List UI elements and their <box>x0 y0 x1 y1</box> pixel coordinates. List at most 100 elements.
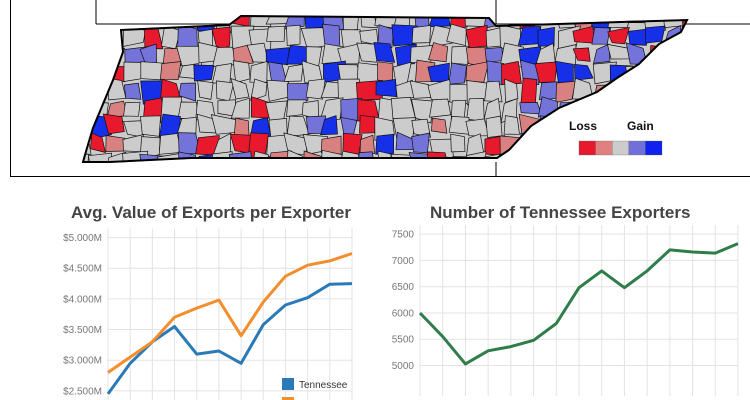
county-region <box>377 24 395 49</box>
county-region <box>648 77 668 101</box>
county-region <box>518 150 545 162</box>
county-region <box>83 42 92 69</box>
y-tick-label: $4.000M <box>63 294 102 305</box>
county-region <box>649 45 668 65</box>
y-tick-label: $5.000M <box>63 233 102 244</box>
county-region <box>520 77 538 104</box>
county-region <box>501 60 522 85</box>
county-region <box>90 23 113 49</box>
county-region <box>661 101 679 122</box>
county-region <box>89 44 106 62</box>
legend-swatch <box>578 140 596 156</box>
county-region <box>250 78 268 102</box>
county-region <box>123 82 142 100</box>
county-region <box>681 98 687 123</box>
county-region <box>484 47 504 63</box>
map-legend: Loss Gain <box>569 119 663 156</box>
county-region <box>320 149 343 162</box>
county-region <box>662 63 685 88</box>
legend-label-tennessee: Tennessee <box>299 380 348 391</box>
county-region <box>411 98 435 124</box>
county-region <box>662 16 684 28</box>
exports-value-chart-title: Avg. Value of Exports per Exporter <box>71 203 351 222</box>
county-region <box>662 80 683 107</box>
county-region <box>665 118 681 137</box>
county-region <box>377 150 393 162</box>
county-region <box>232 44 254 66</box>
county-region <box>504 78 519 103</box>
legend-swatch <box>612 140 629 156</box>
y-tick-label: 5000 <box>392 361 415 372</box>
legend-swatch-tennessee <box>282 378 294 390</box>
county-region <box>159 16 183 30</box>
y-tick-label: 7000 <box>392 256 415 267</box>
county-region <box>286 82 309 104</box>
county-region <box>102 113 125 135</box>
county-region <box>83 78 92 104</box>
county-region <box>590 152 613 162</box>
county-region <box>83 27 88 53</box>
county-region <box>375 133 395 155</box>
county-region <box>140 115 161 137</box>
county-region <box>666 42 680 68</box>
county-region <box>450 45 469 65</box>
county-region <box>680 23 687 49</box>
legend-color-scale <box>578 140 663 156</box>
plot-area <box>108 225 360 400</box>
county-region <box>450 133 466 153</box>
county-region <box>503 115 520 135</box>
county-region <box>266 150 292 162</box>
y-tick-label: $2.500M <box>63 386 102 397</box>
y-tick-label: 6500 <box>392 282 415 293</box>
county-region <box>538 155 557 162</box>
county-region <box>625 65 649 83</box>
county-region <box>286 115 310 137</box>
county-region <box>575 98 597 119</box>
legend-swatch <box>628 140 646 156</box>
county-region <box>485 115 503 138</box>
legend-swatch-second-series <box>282 397 294 400</box>
county-region <box>679 81 687 100</box>
exporters-count-chart-title: Number of Tennessee Exporters <box>430 203 691 222</box>
series-lines <box>106 252 353 395</box>
county-region <box>373 42 396 63</box>
county-region <box>356 151 376 162</box>
county-region <box>140 61 165 81</box>
county-region <box>645 60 667 82</box>
county-region <box>286 149 304 162</box>
county-region <box>228 151 253 162</box>
y-tick-label: 5500 <box>392 335 415 346</box>
county-region <box>319 97 344 122</box>
legend-swatch <box>645 140 663 156</box>
county-region <box>230 97 250 119</box>
county-region <box>178 151 196 162</box>
county-region <box>574 63 594 81</box>
y-tick-label: $4.500M <box>63 264 102 275</box>
county-region <box>449 156 468 162</box>
county-region <box>83 16 90 28</box>
y-tick-label: 6000 <box>392 308 415 319</box>
county-region <box>411 132 430 154</box>
county-region <box>266 25 286 42</box>
state-border <box>81 14 689 163</box>
county-region <box>643 95 669 117</box>
county-region <box>338 150 360 162</box>
county-region <box>162 48 182 67</box>
county-region <box>645 25 666 44</box>
county-region <box>466 98 485 123</box>
y-tick-label: 7500 <box>392 230 415 241</box>
series-lines <box>418 242 739 366</box>
county-region <box>557 132 580 152</box>
county-region <box>232 60 251 84</box>
series-line-0 <box>418 242 739 366</box>
legend-gain-label: Gain <box>627 119 654 133</box>
county-region <box>428 42 449 63</box>
county-region <box>465 151 487 162</box>
county-region <box>484 80 503 103</box>
y-tick-label: $3.500M <box>63 325 102 336</box>
county-region <box>177 101 199 120</box>
county-region <box>411 118 431 138</box>
county-region <box>534 61 558 83</box>
county-region <box>465 61 490 83</box>
county-region <box>607 26 630 45</box>
